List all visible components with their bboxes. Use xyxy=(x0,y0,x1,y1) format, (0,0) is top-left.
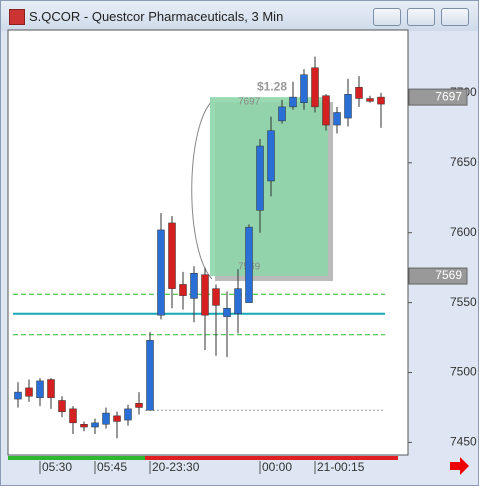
candle-body xyxy=(344,94,352,119)
candle-body xyxy=(366,98,374,102)
candle-body xyxy=(355,87,363,99)
session-bar xyxy=(8,456,145,460)
candle-body xyxy=(322,95,330,126)
candle-body xyxy=(135,403,143,408)
scroll-arrow[interactable] xyxy=(450,457,469,475)
candle-body xyxy=(223,307,231,317)
candle-body xyxy=(25,387,33,397)
candle-body xyxy=(256,145,264,211)
range-box xyxy=(210,97,328,277)
box-label: $1.28 xyxy=(257,79,287,93)
candle-body xyxy=(124,408,132,421)
annotation-arc xyxy=(191,100,213,280)
candle-body xyxy=(91,422,99,428)
plot-area xyxy=(7,29,409,456)
box-top-label: 7697 xyxy=(238,97,261,108)
candle-body xyxy=(113,415,121,422)
x-tick-label: 05:30 xyxy=(42,460,72,474)
y-tick-label: 7650 xyxy=(450,155,477,169)
candle-body xyxy=(212,288,220,306)
x-tick-label: 21-00:15 xyxy=(317,460,365,474)
candle-body xyxy=(377,96,385,105)
candle-body xyxy=(190,273,198,299)
app-icon xyxy=(9,9,25,25)
candle-body xyxy=(69,408,77,424)
candle-body xyxy=(234,288,242,315)
close-button[interactable] xyxy=(441,8,469,26)
y-tick-label: 7450 xyxy=(450,435,477,449)
price-tag xyxy=(408,267,468,285)
y-tick-label: 7500 xyxy=(450,365,477,379)
session-bar xyxy=(145,456,398,460)
x-tick-label: 05:45 xyxy=(97,460,127,474)
candle-body xyxy=(300,74,308,103)
window-title: S.QCOR - Questcor Pharmaceuticals, 3 Min xyxy=(29,9,284,24)
candle-body xyxy=(201,274,209,316)
candle-body xyxy=(58,400,66,412)
candle-body xyxy=(278,106,286,122)
minimize-button[interactable] xyxy=(373,8,401,26)
candle-body xyxy=(168,222,176,289)
candle-body xyxy=(289,96,297,108)
price-tag-label: 7697 xyxy=(435,89,462,103)
candle-body xyxy=(179,284,187,296)
candle-body xyxy=(157,229,165,316)
x-tick-label: 00:00 xyxy=(262,460,292,474)
candle-body xyxy=(14,391,22,400)
y-tick-label: 7600 xyxy=(450,225,477,239)
candle-body xyxy=(146,340,154,411)
candle-body xyxy=(36,380,44,398)
maximize-button[interactable] xyxy=(407,8,435,26)
y-tick-label: 7550 xyxy=(450,295,477,309)
price-tag-label: 7569 xyxy=(435,268,462,282)
price-tag xyxy=(408,88,468,106)
candle-body xyxy=(47,379,55,398)
candle-body xyxy=(102,412,110,425)
candle-body xyxy=(311,67,319,108)
candle-body xyxy=(267,130,275,182)
x-tick-label: 20-23:30 xyxy=(152,460,200,474)
candle-body xyxy=(80,423,88,428)
candle-body xyxy=(333,112,341,126)
title-bar: S.QCOR - Questcor Pharmaceuticals, 3 Min xyxy=(1,1,478,31)
candle-body xyxy=(245,226,253,303)
